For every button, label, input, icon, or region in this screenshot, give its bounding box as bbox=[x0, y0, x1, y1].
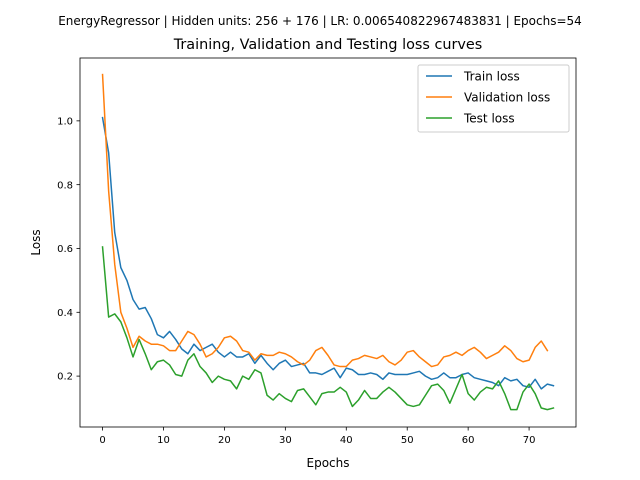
legend-label-2: Test loss bbox=[463, 111, 515, 125]
series-lines bbox=[101, 73, 555, 411]
plot-frame bbox=[79, 57, 577, 428]
x-axis: 0 10 20 30 40 50 60 70 bbox=[99, 427, 535, 446]
legend-label-0: Train loss bbox=[463, 69, 520, 83]
series-line-2 bbox=[101, 246, 555, 411]
legend-label-1: Validation loss bbox=[464, 90, 550, 104]
x-tick-label: 0 bbox=[99, 435, 105, 446]
y-axis: 0.2 0.4 0.6 0.8 1.0 bbox=[57, 116, 80, 383]
x-tick-label: 40 bbox=[340, 435, 353, 446]
x-tick-label: 10 bbox=[157, 435, 170, 446]
x-tick-label: 60 bbox=[462, 435, 475, 446]
x-tick-label: 70 bbox=[523, 435, 536, 446]
legend-box bbox=[417, 64, 570, 133]
x-axis-label: Epochs bbox=[307, 456, 350, 470]
y-tick-label: 0.4 bbox=[57, 308, 73, 319]
figure-suptitle: EnergyRegressor | Hidden units: 256 + 17… bbox=[58, 14, 582, 28]
series-line-1 bbox=[101, 73, 549, 368]
y-axis-label: Loss bbox=[29, 229, 43, 255]
chart-title: Training, Validation and Testing loss cu… bbox=[173, 37, 483, 53]
x-tick-label: 20 bbox=[218, 435, 231, 446]
y-tick-label: 0.2 bbox=[57, 372, 73, 383]
y-tick-label: 1.0 bbox=[57, 116, 73, 127]
y-tick-label: 0.6 bbox=[57, 244, 73, 255]
x-tick-label: 30 bbox=[279, 435, 292, 446]
x-tick-label: 50 bbox=[401, 435, 414, 446]
series-line-0 bbox=[101, 116, 555, 390]
y-tick-label: 0.8 bbox=[57, 180, 73, 191]
legend: Train loss Validation loss Test loss bbox=[417, 64, 570, 133]
